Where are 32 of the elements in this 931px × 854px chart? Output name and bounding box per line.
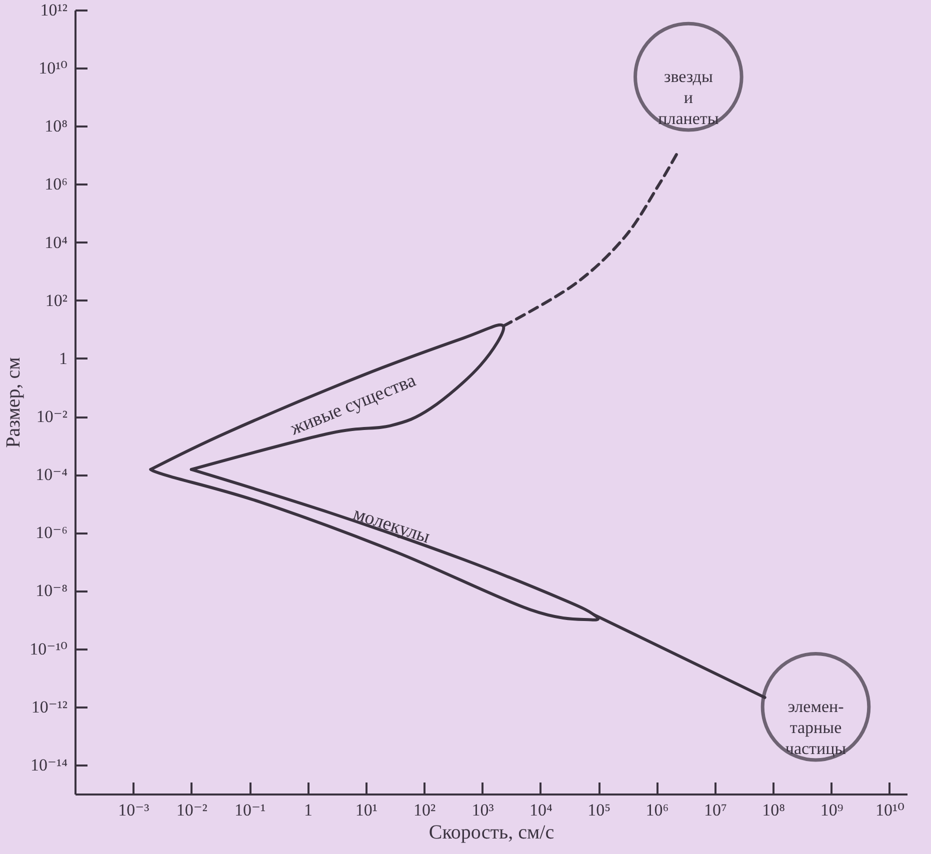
x-tick-label: 10¹⁰ [876,800,905,820]
series-label: элемен- тарные частицы [785,696,847,758]
x-tick-label: 1 [304,800,312,820]
x-tick-label: 10⁴ [529,800,552,820]
x-tick-label: 10⁶ [646,800,669,820]
x-tick-label: 10² [414,800,436,820]
y-tick-label: 10⁻¹⁴ [30,755,68,774]
x-tick-label: 10⁹ [820,800,844,820]
y-tick-label: 10⁻⁴ [36,465,68,484]
y-axis-title: Размер, см [2,356,25,448]
y-tick-label: 1 [59,348,68,368]
y-tick-label: 10⁻¹⁰ [30,639,68,658]
x-tick-label: 10³ [472,800,494,820]
x-tick-label: 10⁻² [176,800,208,820]
y-tick-label: 10² [45,290,68,310]
y-tick-label: 10⁶ [44,174,68,194]
x-tick-label: 10¹ [355,800,378,820]
y-tick-label: 10⁴ [44,232,68,252]
x-tick-label: 10⁷ [704,800,727,820]
x-tick-label: 10⁻³ [118,800,150,820]
y-tick-label: 10⁻² [36,407,68,426]
x-tick-label: 10⁸ [762,800,786,820]
y-tick-label: 10¹⁰ [38,58,68,78]
y-tick-label: 10⁸ [44,116,68,136]
x-axis-title: Скорость, см/с [428,822,554,844]
x-tick-label: 10⁻¹ [234,800,266,820]
y-tick-label: 10⁻¹² [31,697,68,716]
series-label: звезды и планеты [658,66,720,128]
x-tick-label: 10⁵ [588,800,611,820]
y-tick-label: 10⁻⁶ [36,523,68,542]
y-tick-label: 10⁻⁸ [36,581,68,600]
y-tick-label: 10¹² [40,0,68,20]
